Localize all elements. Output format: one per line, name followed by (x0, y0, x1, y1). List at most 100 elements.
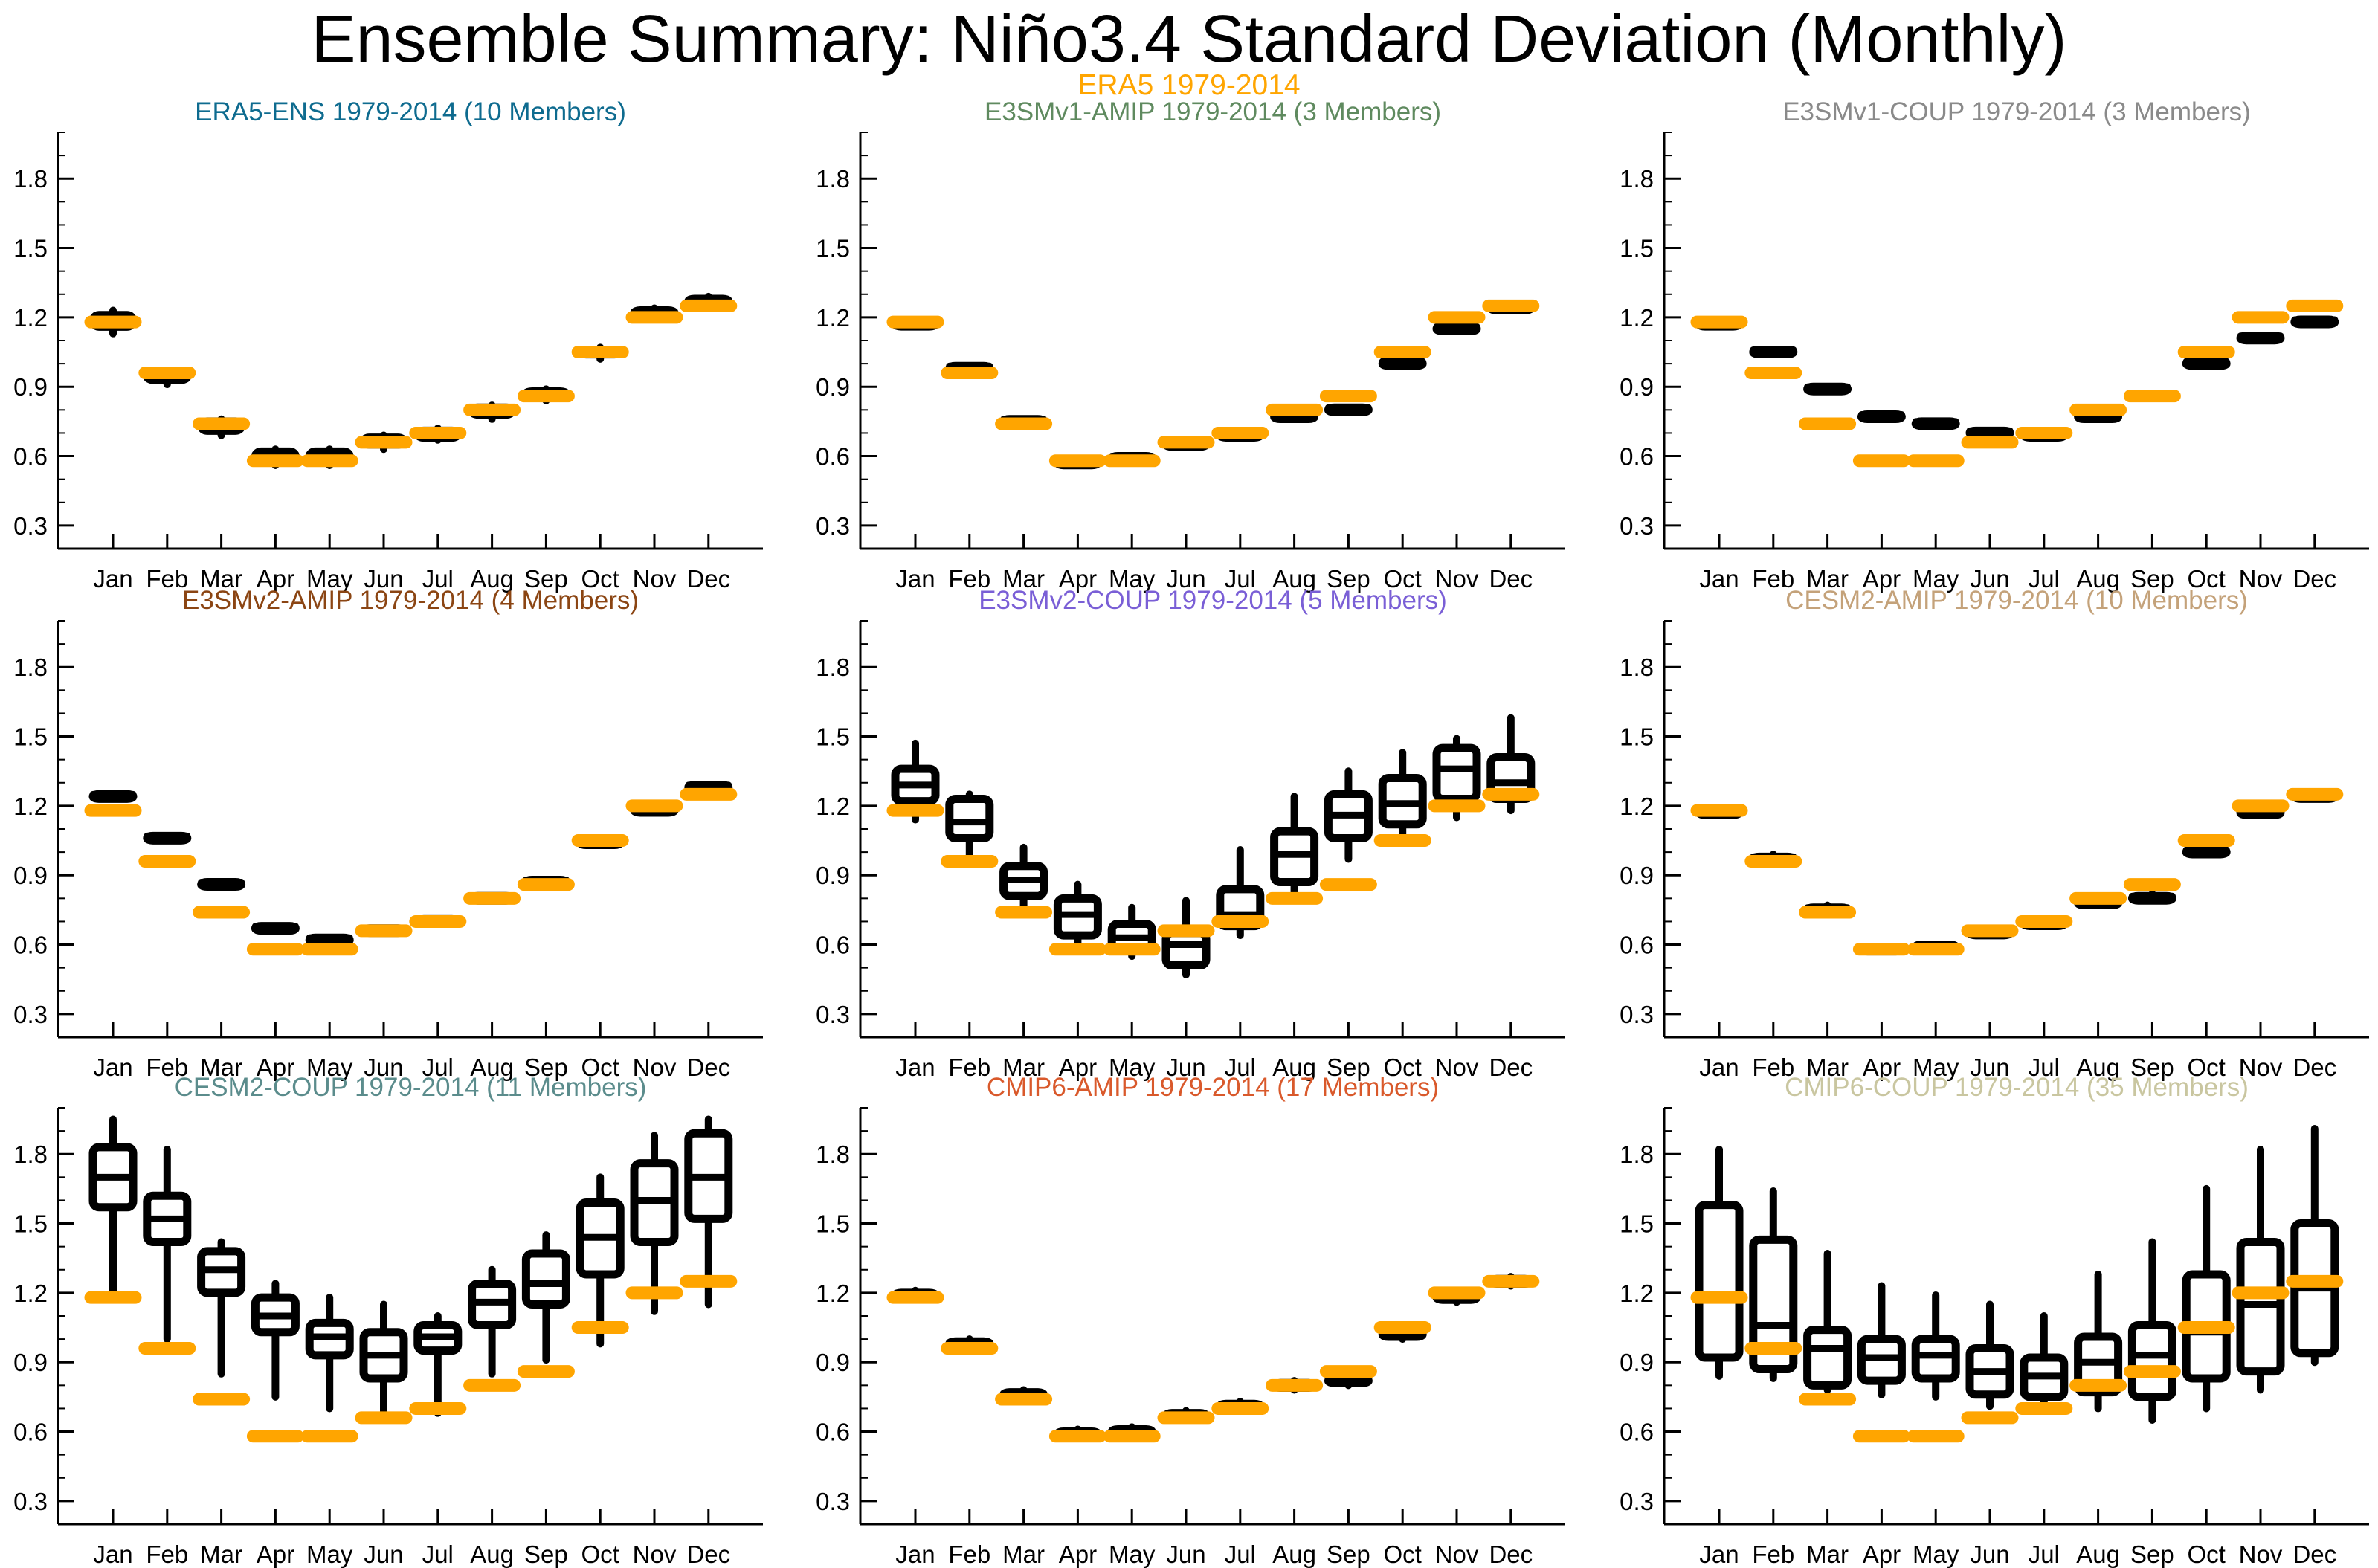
box-mar (999, 843, 1048, 909)
x-tick-label: Mar (1002, 565, 1045, 593)
x-tick-label: Sep (524, 1054, 568, 1081)
box-sep (521, 1231, 570, 1364)
x-tick-label: Jun (364, 1054, 403, 1081)
box-feb (1749, 1187, 1798, 1382)
x-tick-label: Oct (2188, 1540, 2226, 1568)
y-tick-label: 1.5 (13, 235, 48, 262)
x-tick-label: Oct (581, 1540, 619, 1568)
box-aug (468, 1265, 517, 1378)
x-tick-label: May (306, 1054, 353, 1081)
box-feb (945, 790, 994, 861)
x-tick-label: Dec (686, 1054, 730, 1081)
x-tick-label: Jul (2029, 1540, 2060, 1568)
box-nov (1432, 322, 1481, 335)
x-tick-label: Jan (1699, 1054, 1739, 1081)
box-iqr (945, 795, 994, 842)
y-tick-label: 0.9 (816, 1349, 850, 1376)
box-may (305, 1294, 354, 1413)
x-tick-label: Dec (2292, 565, 2336, 593)
box-dec (684, 1115, 733, 1309)
panel-9: CMIP6-COUP 1979-2014 (35 Members) 0.3 0.6 0… (1620, 1073, 2369, 1568)
x-tick-label: May (1109, 1540, 1156, 1568)
y-tick-label: 0.6 (1620, 932, 1654, 959)
x-tick-label: Aug (2076, 1054, 2120, 1081)
x-tick-label: Apr (257, 565, 294, 593)
y-tick-label: 0.3 (1620, 1001, 1654, 1028)
box-aug (1270, 793, 1319, 903)
x-tick-label: Aug (470, 1540, 514, 1568)
x-tick-label: Nov (1435, 1540, 1479, 1568)
x-tick-label: May (306, 565, 353, 593)
x-tick-label: Jan (895, 565, 935, 593)
x-tick-label: Jan (93, 565, 132, 593)
box-iqr (1161, 929, 1211, 970)
x-tick-label: Feb (1752, 1054, 1794, 1081)
box-dec (2290, 1125, 2339, 1367)
x-tick-label: Sep (524, 1540, 568, 1568)
x-tick-label: Aug (2076, 565, 2120, 593)
panel-6: CESM2-AMIP 1979-2014 (10 Members) 0.3 0.6 0… (1620, 586, 2369, 1081)
y-tick-label: 1.2 (1620, 1280, 1654, 1307)
x-tick-label: Mar (1806, 565, 1849, 593)
panel-title: CESM2-AMIP 1979-2014 (10 Members) (1785, 586, 2248, 615)
box-apr (251, 922, 300, 935)
box-iqr (521, 1249, 570, 1309)
x-tick-label: Jun (364, 1540, 403, 1568)
x-tick-label: Oct (581, 565, 619, 593)
box-oct (1378, 749, 1427, 847)
y-tick-label: 0.6 (13, 932, 48, 959)
panel-title: CMIP6-AMIP 1979-2014 (17 Members) (987, 1073, 1439, 1102)
x-tick-label: Jul (422, 1540, 454, 1568)
panel-8: CMIP6-AMIP 1979-2014 (17 Members) 0.3 0.6 0… (816, 1073, 1565, 1568)
x-tick-label: Apr (1059, 565, 1097, 593)
x-tick-label: Feb (1752, 565, 1794, 593)
x-tick-label: Dec (2292, 1540, 2336, 1568)
box-jul (413, 1312, 463, 1417)
x-tick-label: May (306, 1540, 353, 1568)
y-tick-label: 1.8 (13, 165, 48, 193)
panel-3: E3SMv1-COUP 1979-2014 (3 Members) 0.3 0.6 0… (1620, 97, 2369, 593)
y-tick-label: 0.6 (13, 1419, 48, 1446)
box-jan (1695, 1146, 1744, 1380)
y-tick-label: 1.8 (1620, 1140, 1654, 1168)
x-tick-label: Jun (1970, 1540, 2009, 1568)
y-tick-label: 1.8 (1620, 654, 1654, 681)
x-tick-label: Jul (2029, 1054, 2060, 1081)
x-tick-label: Nov (1435, 565, 1479, 593)
box-sep (2127, 1238, 2176, 1424)
y-tick-label: 0.9 (13, 373, 48, 401)
y-tick-label: 1.2 (13, 793, 48, 820)
x-tick-label: May (1913, 1540, 1959, 1568)
panel-7: CESM2-COUP 1979-2014 (11 Members) 0.3 0.6 0… (13, 1073, 763, 1568)
x-tick-label: Feb (146, 565, 188, 593)
x-tick-label: Jan (93, 1054, 132, 1081)
box-iqr (1749, 1235, 1798, 1374)
panel-4: E3SMv2-AMIP 1979-2014 (4 Members) 0.3 0.6 0… (13, 586, 763, 1081)
x-tick-label: Sep (1327, 1540, 1370, 1568)
y-tick-label: 0.3 (1620, 512, 1654, 540)
y-tick-label: 1.2 (13, 304, 48, 332)
box-oct (576, 1173, 625, 1348)
box-jun (1161, 897, 1211, 978)
box-apr (1857, 410, 1906, 424)
x-tick-label: Nov (633, 1054, 677, 1081)
x-tick-label: Feb (1752, 1540, 1794, 1568)
y-tick-label: 1.5 (1620, 1210, 1654, 1238)
x-tick-label: Mar (200, 1054, 242, 1081)
x-tick-label: Nov (2239, 1540, 2283, 1568)
y-tick-label: 1.2 (1620, 793, 1654, 820)
y-tick-label: 1.8 (816, 1140, 850, 1168)
page-subtitle: ERA5 1979-2014 (1077, 69, 1301, 101)
y-tick-label: 0.3 (13, 1488, 48, 1515)
y-tick-label: 0.3 (816, 1488, 850, 1515)
x-tick-label: Apr (1059, 1054, 1097, 1081)
y-tick-label: 0.3 (1620, 1488, 1654, 1515)
y-tick-label: 1.8 (816, 654, 850, 681)
box-apr (1053, 880, 1102, 951)
box-nov (2236, 332, 2285, 345)
y-tick-label: 1.5 (1620, 235, 1654, 262)
panel-2: E3SMv1-AMIP 1979-2014 (3 Members) 0.3 0.6 0… (816, 97, 1565, 593)
x-tick-label: Dec (1489, 1540, 1533, 1568)
x-tick-label: Sep (2130, 565, 2174, 593)
box-oct (2182, 357, 2231, 370)
